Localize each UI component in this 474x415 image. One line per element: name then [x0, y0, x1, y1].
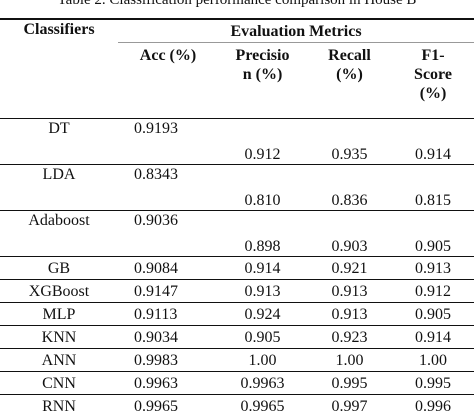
metric-cell: 0.912 [218, 118, 307, 165]
classifier-name: GB [0, 256, 118, 280]
metric-cell: 0.9084 [118, 256, 218, 280]
classifier-name: Adaboost [0, 210, 118, 257]
column-header: Precisio n (%) [218, 42, 307, 119]
results-table: Classifiers Evaluation Metrics Acc (%) Pr… [0, 18, 474, 415]
classifier-name: MLP [0, 302, 118, 326]
metric-cell: 0.8343 [118, 164, 218, 211]
metric-cell: 0.9036 [118, 210, 218, 257]
metric-cell: 0.905 [392, 302, 474, 326]
metric-cell: 0.9963 [218, 371, 307, 395]
metric-cell: 0.905 [218, 325, 307, 349]
group-header: Evaluation Metrics [118, 18, 474, 43]
metric-cell: 0.914 [218, 256, 307, 280]
metric-cell: 0.913 [307, 302, 392, 326]
metric-cell: 0.9965 [118, 394, 218, 415]
metric-cell: 0.810 [218, 164, 307, 211]
metric-cell: 0.997 [307, 394, 392, 415]
metric-cell: 0.905 [392, 210, 474, 257]
column-header: Recall (%) [307, 42, 392, 119]
classifier-name: CNN [0, 371, 118, 395]
metric-cell: 1.00 [392, 348, 474, 372]
table-row: CNN 0.9963 0.9963 0.995 0.995 [0, 371, 474, 395]
classifier-name: ANN [0, 348, 118, 372]
metric-cell: 0.913 [392, 256, 474, 280]
metric-cell: 0.914 [392, 325, 474, 349]
classifier-name: RNN [0, 394, 118, 415]
metric-cell: 0.9963 [118, 371, 218, 395]
column-header: Classifiers [0, 18, 118, 119]
metric-cell: 0.995 [392, 371, 474, 395]
table-row: GB 0.9084 0.914 0.921 0.913 [0, 256, 474, 280]
metric-cell: 0.903 [307, 210, 392, 257]
metric-cell: 0.996 [392, 394, 474, 415]
classifier-name: XGBoost [0, 279, 118, 303]
metric-cell: 0.935 [307, 118, 392, 165]
column-header: Acc (%) [118, 42, 218, 119]
metric-cell: 0.815 [392, 164, 474, 211]
metric-cell: 0.9113 [118, 302, 218, 326]
table-row: RNN 0.9965 0.9965 0.997 0.996 [0, 394, 474, 415]
metric-cell: 1.00 [218, 348, 307, 372]
classifier-name: KNN [0, 325, 118, 349]
metric-cell: 0.913 [307, 279, 392, 303]
metric-cell: 0.923 [307, 325, 392, 349]
metric-cell: 0.9983 [118, 348, 218, 372]
metric-cell: 0.924 [218, 302, 307, 326]
table-row: ANN 0.9983 1.00 1.00 1.00 [0, 348, 474, 372]
metric-cell: 0.9193 [118, 118, 218, 165]
table-caption: Table 2. Classification performance comp… [57, 0, 417, 8]
table-row: XGBoost 0.9147 0.913 0.913 0.912 [0, 279, 474, 303]
table-row: Adaboost 0.9036 0.898 0.903 0.905 [0, 210, 474, 257]
metric-cell: 0.836 [307, 164, 392, 211]
metric-cell: 0.9965 [218, 394, 307, 415]
table-row: LDA 0.8343 0.810 0.836 0.815 [0, 164, 474, 211]
metric-cell: 0.9034 [118, 325, 218, 349]
metric-cell: 0.913 [218, 279, 307, 303]
column-header: F1- Score (%) [392, 42, 474, 119]
classifier-name: DT [0, 118, 118, 165]
metric-cell: 0.898 [218, 210, 307, 257]
table-row: KNN 0.9034 0.905 0.923 0.914 [0, 325, 474, 349]
table-row: DT 0.9193 0.912 0.935 0.914 [0, 118, 474, 165]
metric-cell: 0.921 [307, 256, 392, 280]
table-row: MLP 0.9113 0.924 0.913 0.905 [0, 302, 474, 326]
metric-cell: 0.912 [392, 279, 474, 303]
metric-cell: 0.995 [307, 371, 392, 395]
metric-cell: 0.9147 [118, 279, 218, 303]
metric-cell: 1.00 [307, 348, 392, 372]
classifier-name: LDA [0, 164, 118, 211]
metric-cell: 0.914 [392, 118, 474, 165]
